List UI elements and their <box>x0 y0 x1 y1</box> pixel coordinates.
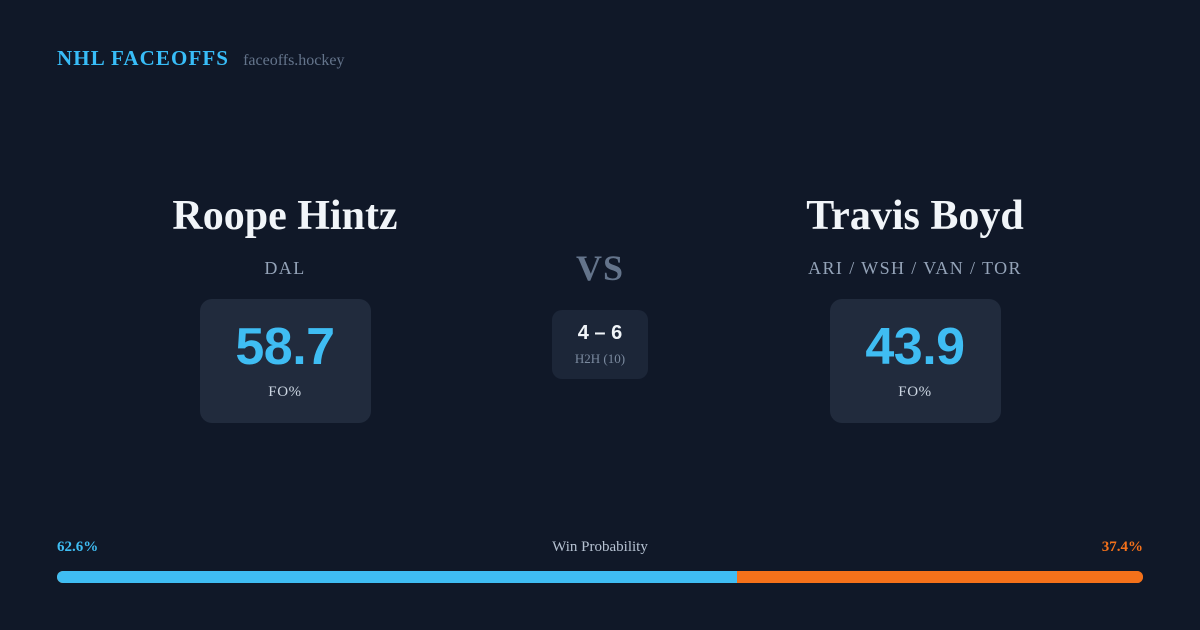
player-left-name: Roope Hintz <box>172 193 398 239</box>
player-left: Roope Hintz DAL 58.7 FO% <box>70 195 500 423</box>
player-right-name: Travis Boyd <box>806 193 1024 239</box>
versus-label: VS <box>575 248 625 288</box>
head-to-head-label: H2H (10) <box>574 350 626 366</box>
player-left-stat-value: 58.7 <box>235 318 335 376</box>
win-probability-labels: 62.6% Win Probability 37.4% <box>57 539 1143 559</box>
player-left-stat-label: FO% <box>268 384 302 400</box>
player-right-stat-card: 43.9 FO% <box>829 299 1001 423</box>
player-right-stat-value: 43.9 <box>865 318 965 376</box>
versus-column: VS 4 – 6 H2H (10) <box>500 195 700 379</box>
win-probability-title: Win Probability <box>552 539 648 555</box>
player-left-teams: DAL <box>264 258 306 278</box>
head-to-head-score: 4 – 6 <box>577 321 623 344</box>
brand-title: NHL FACEOFFS <box>57 46 230 70</box>
brand-domain: faceoffs.hockey <box>243 52 345 69</box>
player-left-stat-card: 58.7 FO% <box>199 299 371 423</box>
matchup-row: Roope Hintz DAL 58.7 FO% VS 4 – 6 H2H (1… <box>0 195 1200 423</box>
player-right: Travis Boyd ARI / WSH / VAN / TOR 43.9 F… <box>700 195 1130 423</box>
win-probability-bar-left-fill <box>57 571 737 583</box>
player-right-stat-label: FO% <box>898 384 932 400</box>
win-probability-right-value: 37.4% <box>1101 539 1143 555</box>
player-right-teams: ARI / WSH / VAN / TOR <box>808 258 1022 278</box>
win-probability-bar-right-fill <box>736 571 1143 583</box>
win-probability-left-value: 62.6% <box>57 539 99 555</box>
site-header: NHL FACEOFFS faceoffs.hockey <box>57 46 345 71</box>
win-probability-section: 62.6% Win Probability 37.4% <box>57 539 1143 583</box>
win-probability-bar <box>57 571 1143 583</box>
head-to-head-card: 4 – 6 H2H (10) <box>552 310 648 379</box>
